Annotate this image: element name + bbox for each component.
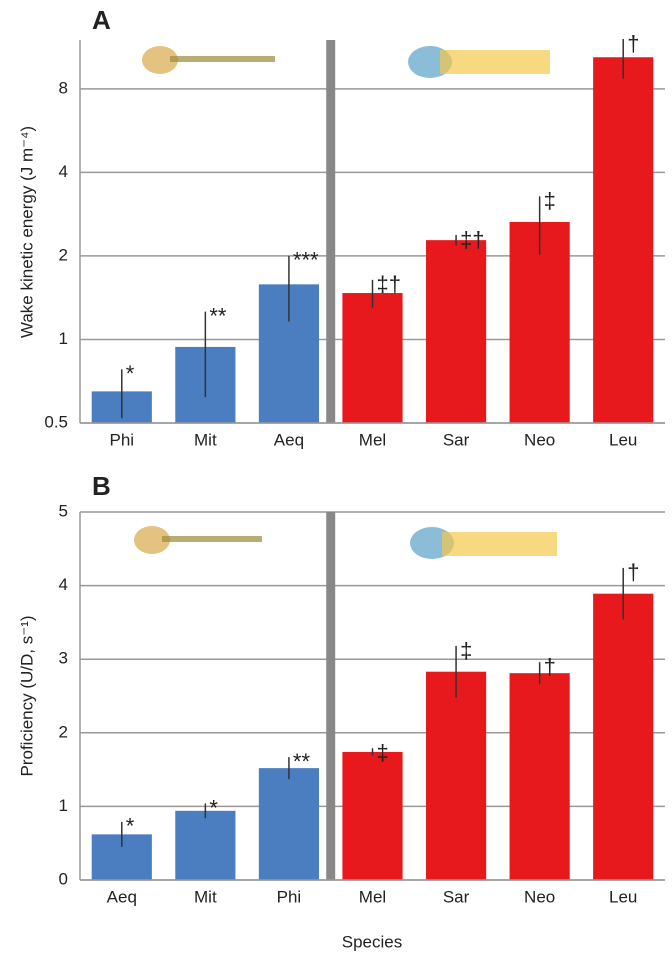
wake-illustration [134, 46, 557, 559]
x-tick-label: Neo [524, 430, 555, 449]
x-tick-label: Mit [194, 887, 217, 906]
panel-label: A [92, 5, 111, 35]
y-tick-label: 0 [59, 869, 68, 888]
x-tick-label: Leu [609, 430, 637, 449]
significance-marker: † [544, 654, 556, 679]
bar [593, 57, 654, 423]
x-tick-label: Phi [277, 887, 302, 906]
x-tick-label: Aeq [107, 887, 137, 906]
x-tick-label: Mel [359, 430, 386, 449]
x-tick-label: Leu [609, 887, 637, 906]
x-tick-label: Phi [109, 430, 134, 449]
x-axis-label: Species [342, 932, 402, 951]
x-tick-label: Mel [359, 887, 386, 906]
y-tick-label: 5 [59, 501, 68, 520]
bar [342, 751, 403, 880]
bar [258, 768, 320, 880]
bar [593, 593, 654, 880]
x-tick-label: Neo [524, 887, 555, 906]
y-tick-label: 8 [59, 78, 68, 97]
bar [342, 293, 403, 423]
significance-marker: ‡† [460, 227, 484, 252]
bar [175, 810, 236, 880]
significance-marker: * [126, 361, 135, 386]
significance-marker: † [627, 560, 639, 585]
y-tick-label: 1 [59, 329, 68, 348]
y-tick-label: 0.5 [44, 412, 68, 431]
x-tick-label: Sar [443, 887, 470, 906]
y-axis-label: Wake kinetic energy (J m⁻⁴) [17, 126, 36, 338]
x-tick-label: Sar [443, 430, 470, 449]
significance-marker: ‡ [460, 638, 472, 663]
significance-marker: † [627, 31, 639, 56]
y-tick-label: 1 [59, 796, 68, 815]
x-tick-label: Aeq [274, 430, 304, 449]
y-tick-label: 4 [59, 575, 68, 594]
significance-marker: ‡† [377, 272, 401, 297]
panel-label: B [92, 471, 111, 501]
significance-marker: ‡ [544, 188, 556, 213]
significance-marker: ** [293, 749, 311, 774]
bar [425, 240, 487, 423]
bar [425, 671, 487, 880]
y-tick-label: 4 [59, 162, 68, 181]
significance-marker: * [126, 814, 135, 839]
significance-marker: *** [293, 248, 319, 273]
y-tick-label: 3 [59, 649, 68, 668]
bar [509, 222, 570, 423]
significance-marker: * [209, 795, 218, 820]
y-axis-label: Proficiency (U/D, s⁻¹) [17, 615, 36, 776]
y-tick-label: 2 [59, 245, 68, 264]
significance-marker: ** [209, 303, 227, 328]
x-tick-label: Mit [194, 430, 217, 449]
y-tick-label: 2 [59, 722, 68, 741]
significance-marker: ‡ [377, 740, 389, 765]
bar [509, 673, 570, 880]
